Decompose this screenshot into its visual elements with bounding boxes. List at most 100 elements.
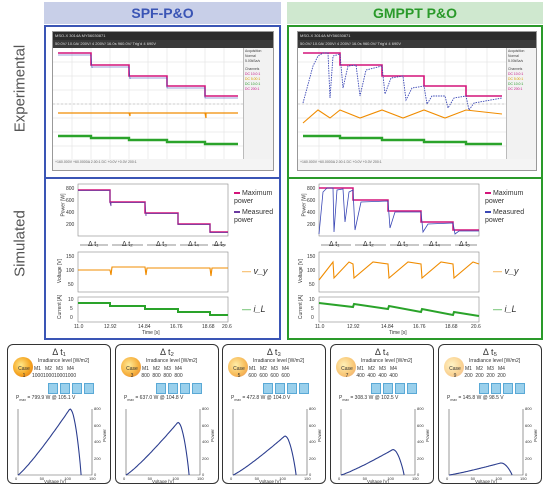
card-y-label: Power bbox=[424, 429, 430, 442]
y-tick: 200 bbox=[94, 455, 101, 461]
card-title: Δ t₅ bbox=[482, 347, 498, 357]
spf-scope-plot bbox=[53, 48, 243, 159]
x-tick: 150 bbox=[89, 476, 96, 481]
spf-simulated-panel: Power [W] Voltage [V] Current [A] 800 60… bbox=[50, 182, 276, 337]
delta-t1: Δ t₁ bbox=[329, 241, 340, 248]
card-x-label: Voltage [V] bbox=[367, 479, 389, 484]
current-axis-label: Current [A] bbox=[298, 294, 305, 320]
tick-v50: 50 bbox=[68, 282, 74, 288]
panel-icon bbox=[60, 383, 70, 394]
tick-200: 200 bbox=[307, 222, 316, 228]
tick-i5: 5 bbox=[70, 306, 73, 312]
tick-i10: 10 bbox=[309, 297, 315, 303]
scope-side-panel: Acquisition Normal 5.00kSa/s Channels DC… bbox=[243, 48, 273, 159]
spf-oscilloscope: MSO-X 3014A MY56030871 50.0V/ 10.0A/ 200… bbox=[52, 31, 274, 171]
sun-icon bbox=[444, 357, 464, 377]
delta-t5: Δ t₅ bbox=[459, 241, 470, 248]
delta-t4: Δ t₄ bbox=[188, 241, 200, 248]
gmppt-divider bbox=[289, 177, 541, 179]
tick-400: 400 bbox=[66, 210, 75, 216]
simulated-row-label: Simulated bbox=[11, 210, 29, 277]
xtick-5: 20.6 bbox=[471, 324, 481, 330]
voltage-axis-label: Voltage [V] bbox=[57, 258, 64, 284]
card-y-label: Power bbox=[532, 429, 538, 442]
spf-po-header: SPF-P&O bbox=[44, 2, 281, 24]
x-tick: 150 bbox=[304, 476, 311, 481]
tick-600: 600 bbox=[307, 198, 316, 204]
pv-modules bbox=[263, 381, 311, 399]
vy-label: — v_y bbox=[493, 266, 519, 276]
y-tick: 200 bbox=[525, 455, 532, 461]
x-tick: 100 bbox=[172, 476, 180, 481]
x-tick: 0 bbox=[338, 476, 341, 481]
tick-i5: 5 bbox=[311, 306, 314, 312]
xtick-3: 16.76 bbox=[170, 324, 183, 330]
experimental-row-label: Experimental bbox=[11, 44, 29, 133]
card-title: Δ t₁ bbox=[52, 347, 66, 357]
y-tick: 200 bbox=[309, 455, 316, 461]
irradiance-header: Irradiance level [W/m2] bbox=[146, 358, 198, 364]
delta-t1: Δ t₁ bbox=[88, 241, 99, 248]
pmax-label: Pmax = 472.8 W @ 104.0 V bbox=[231, 395, 291, 402]
y-tick: 600 bbox=[525, 422, 532, 428]
x-tick: 150 bbox=[520, 476, 527, 481]
panel-icon bbox=[156, 383, 166, 394]
x-tick: 50 bbox=[362, 476, 368, 481]
card-x-label: Voltage [V] bbox=[475, 479, 497, 484]
il-label: — i_L bbox=[242, 304, 266, 314]
card-y-label: Power bbox=[316, 429, 322, 442]
card-title: Δ t₃ bbox=[266, 347, 282, 357]
spf-frame bbox=[44, 25, 281, 340]
y-tick: 400 bbox=[309, 439, 316, 444]
y-tick: 0 bbox=[202, 472, 205, 477]
card-y-label: Power bbox=[101, 429, 107, 442]
delta-t3: Δ t₃ bbox=[397, 241, 409, 248]
irradiance-values: 1 1000100010001000 bbox=[22, 373, 77, 379]
panel-icon bbox=[192, 383, 202, 394]
voltage-axis-label: Voltage [V] bbox=[298, 258, 305, 284]
irradiance-columns: Case M1 M2 M3 M4 bbox=[233, 366, 289, 372]
irradiance-columns: Case M1 M2 M3 M4 bbox=[449, 366, 505, 372]
y-tick: 600 bbox=[309, 422, 316, 428]
pmax-label: Pmax = 637.0 W @ 104.8 V bbox=[124, 395, 184, 402]
irradiance-values: 3 800 800 800 800 bbox=[130, 373, 183, 379]
card-title: Δ t₄ bbox=[374, 347, 390, 357]
y-tick: 600 bbox=[202, 422, 209, 428]
panel-icon bbox=[407, 383, 417, 394]
irradiance-card: Δ t₂ Irradiance level [W/m2] Case M1 M2 M3 M… bbox=[115, 344, 219, 484]
x-tick: 100 bbox=[387, 476, 395, 481]
sun-icon bbox=[228, 357, 248, 377]
xtick-4: 18.68 bbox=[445, 324, 458, 330]
spf-divider bbox=[46, 177, 279, 179]
card-title: Δ t₂ bbox=[159, 347, 174, 357]
xtick-1: 12.92 bbox=[347, 324, 360, 330]
x-tick: 0 bbox=[123, 476, 126, 481]
scope-footer: +160.000V +60.0000A 2.00:1 DC +0.0V +0.0… bbox=[53, 159, 273, 170]
pv-modules bbox=[156, 381, 204, 399]
y-tick: 400 bbox=[202, 439, 209, 444]
y-tick: 400 bbox=[525, 439, 532, 444]
xtick-2: 14.84 bbox=[381, 324, 394, 330]
panel-icon bbox=[84, 383, 94, 394]
pv-modules bbox=[48, 381, 96, 399]
pv-curve bbox=[125, 421, 190, 476]
xtick-4: 18.68 bbox=[202, 324, 215, 330]
scope-footer: +160.000V +60.0000A 2.00:1 DC +0.0V +0.0… bbox=[298, 159, 536, 170]
scope-side-panel: Acquisition Normal 5.00kSa/s Channels DC… bbox=[506, 48, 536, 159]
xtick-0: 11.0 bbox=[74, 324, 84, 330]
panel-icon bbox=[383, 383, 393, 394]
pv-curve-plot bbox=[448, 409, 524, 476]
xtick-3: 16.76 bbox=[413, 324, 426, 330]
pv-curve-plot bbox=[232, 409, 308, 476]
tick-v100: 100 bbox=[66, 268, 75, 274]
y-tick: 800 bbox=[202, 406, 209, 411]
gmppt-oscilloscope: MSO-X 3014A MY56030871 50.0V/ 10.0A/ 200… bbox=[297, 31, 537, 171]
y-tick: 400 bbox=[94, 439, 101, 444]
y-tick: 0 bbox=[309, 472, 312, 477]
panel-icon bbox=[371, 383, 381, 394]
time-axis-label: Time [s] bbox=[142, 330, 160, 336]
irradiance-header: Irradiance level [W/m2] bbox=[361, 358, 413, 364]
pmax-label: Pmax = 145.8 W @ 98.5 V bbox=[447, 395, 504, 402]
irradiance-header: Irradiance level [W/m2] bbox=[38, 358, 90, 364]
power-legend: Maximum power Measured power bbox=[234, 190, 274, 224]
